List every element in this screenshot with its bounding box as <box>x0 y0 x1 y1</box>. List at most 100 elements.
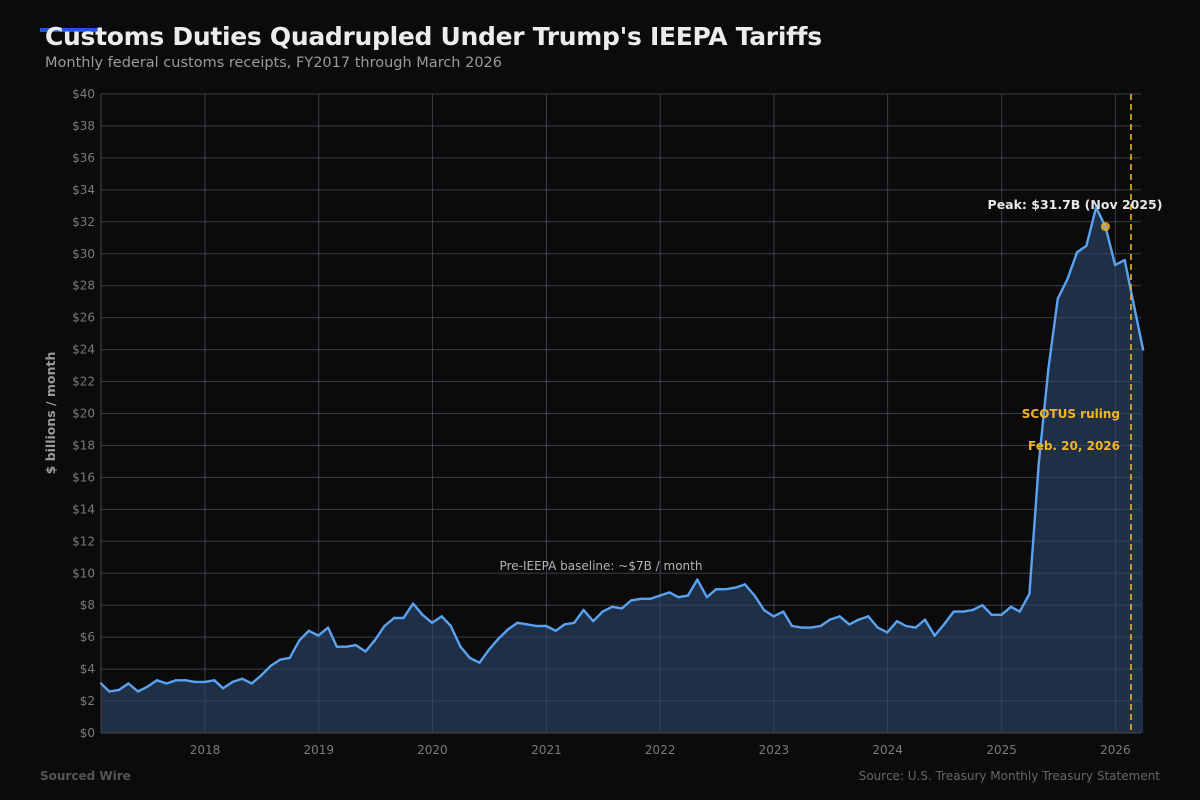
y-tick-label: $16 <box>72 470 95 484</box>
data-point <box>240 677 244 680</box>
data-point <box>592 619 595 623</box>
source-note: Source: U.S. Treasury Monthly Treasury S… <box>858 769 1160 783</box>
grid-lines-over-fill <box>101 93 1141 734</box>
data-point <box>1018 610 1021 613</box>
data-point <box>184 679 187 682</box>
data-point <box>354 643 357 647</box>
brand-label: Sourced Wire <box>40 769 131 783</box>
data-point <box>411 602 415 605</box>
y-tick-label: $14 <box>72 502 95 516</box>
data-point <box>981 604 984 607</box>
y-tick-label: $28 <box>72 279 95 293</box>
data-point <box>1000 613 1003 616</box>
y-tick-label: $22 <box>72 375 95 389</box>
data-point <box>904 624 908 628</box>
y-axis-label: $ billions / month <box>43 352 58 475</box>
data-point <box>715 588 718 591</box>
data-point <box>364 650 367 653</box>
data-point <box>563 623 566 626</box>
x-tick-label: 2025 <box>986 743 1017 757</box>
data-point <box>1094 206 1098 209</box>
data-point <box>828 618 832 621</box>
data-point <box>1066 278 1069 281</box>
data-point <box>895 619 899 623</box>
x-tick-label: 2021 <box>531 743 562 757</box>
data-point <box>743 583 747 586</box>
x-tick-label: 2019 <box>303 743 334 757</box>
data-point <box>658 594 662 597</box>
data-point <box>677 596 680 599</box>
data-point <box>440 615 443 618</box>
data-point <box>952 610 955 613</box>
data-point <box>1104 225 1107 228</box>
x-tick-label: 2018 <box>190 743 221 757</box>
data-point <box>772 615 775 618</box>
data-point <box>136 690 140 693</box>
y-tick-label: $36 <box>72 151 95 165</box>
data-point <box>962 610 965 613</box>
data-point <box>1123 258 1126 262</box>
data-point <box>867 615 870 618</box>
data-point <box>506 627 510 631</box>
data-point <box>753 594 756 597</box>
y-tick-labels: $0 $2 $4 $6 $8 $10 $12 $14 $16 $18 $20 $22 $24 $26 $28… <box>72 87 95 740</box>
data-point <box>127 682 130 685</box>
data-point <box>923 618 927 621</box>
data-point <box>525 623 529 626</box>
y-tick-label: $24 <box>72 343 95 357</box>
data-point <box>213 679 216 682</box>
data-point <box>165 682 168 685</box>
data-point <box>288 656 291 660</box>
data-point <box>459 645 462 648</box>
data-point <box>582 608 585 612</box>
data-point <box>298 639 301 642</box>
data-point <box>1113 263 1117 267</box>
data-point <box>886 631 889 634</box>
data-point <box>497 637 500 640</box>
data-point <box>1085 244 1088 247</box>
data-point <box>611 605 614 608</box>
data-point <box>373 639 377 642</box>
data-point <box>326 626 330 629</box>
y-tick-label: $10 <box>72 566 95 580</box>
data-point <box>1075 250 1079 254</box>
data-point <box>1132 302 1135 305</box>
data-point <box>1141 348 1145 351</box>
x-tick-label: 2023 <box>759 743 790 757</box>
data-point <box>762 608 766 612</box>
y-tick-label: $18 <box>72 438 95 452</box>
data-point <box>1009 605 1013 608</box>
data-point <box>573 621 576 624</box>
data-point <box>146 685 149 688</box>
data-point <box>203 680 206 684</box>
data-point <box>108 690 111 693</box>
peak-annotation: Peak: $31.7B (Nov 2025) <box>988 197 1163 212</box>
data-point <box>686 594 690 597</box>
data-point <box>933 634 936 637</box>
y-tick-label: $2 <box>80 694 95 708</box>
data-point <box>782 610 785 613</box>
data-point <box>990 613 993 616</box>
data-point <box>848 623 851 626</box>
data-point <box>1056 297 1059 300</box>
data-point <box>193 680 197 684</box>
data-point <box>724 588 728 591</box>
data-point <box>601 610 604 613</box>
data-point <box>279 658 282 661</box>
data-point <box>259 674 263 677</box>
chart-title: Customs Duties Quadrupled Under Trump's … <box>45 22 822 51</box>
data-point <box>1047 367 1050 370</box>
y-tick-label: $38 <box>72 119 95 133</box>
data-point <box>819 624 822 628</box>
data-point <box>99 682 103 685</box>
data-point <box>914 626 917 629</box>
y-tick-label: $6 <box>80 630 95 644</box>
ruling-annotation-line2: Feb. 20, 2026 <box>1028 439 1120 453</box>
data-point <box>1028 592 1031 596</box>
data-point <box>971 608 974 612</box>
data-point <box>421 613 424 616</box>
data-point <box>392 616 396 620</box>
data-point <box>487 648 491 652</box>
data-point <box>317 634 320 637</box>
